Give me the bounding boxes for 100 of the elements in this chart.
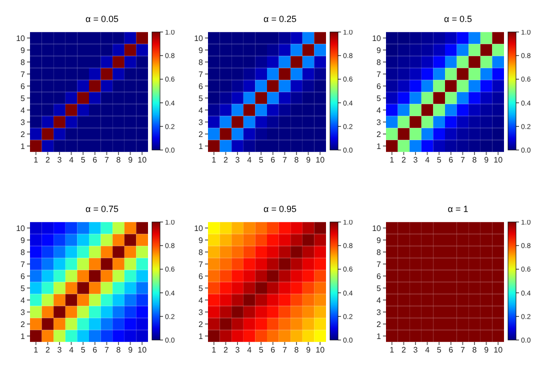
x-tick-label: 9 bbox=[128, 346, 134, 355]
y-tick-label: 10 bbox=[372, 34, 382, 43]
x-tick-label: 4 bbox=[425, 156, 430, 165]
x-tick-label: 6 bbox=[92, 156, 98, 165]
y-tick-label: 1 bbox=[376, 332, 382, 341]
x-tick-label: 1 bbox=[390, 346, 395, 355]
x-tick-label: 6 bbox=[448, 346, 454, 355]
x-tick-label: 9 bbox=[306, 156, 312, 165]
x-tick-label: 8 bbox=[116, 346, 122, 355]
x-tick-label: 6 bbox=[270, 346, 276, 355]
y-tick-label: 4 bbox=[198, 296, 204, 305]
y-tick-label: 1 bbox=[20, 142, 26, 151]
y-tick-label: 9 bbox=[198, 236, 204, 245]
x-tick-label: 1 bbox=[34, 346, 39, 355]
y-tick-label: 3 bbox=[198, 308, 204, 317]
x-tick-label: 10 bbox=[316, 346, 326, 355]
x-tick-label: 7 bbox=[282, 156, 288, 165]
y-tick-label: 4 bbox=[20, 296, 26, 305]
x-tick-label: 1 bbox=[34, 156, 39, 165]
y-tick-label: 10 bbox=[194, 34, 204, 43]
x-tick-label: 5 bbox=[258, 156, 264, 165]
x-tick-label: 5 bbox=[258, 346, 264, 355]
x-tick-label: 8 bbox=[294, 346, 300, 355]
y-tick-label: 10 bbox=[16, 224, 26, 233]
x-tick-label: 9 bbox=[484, 156, 490, 165]
y-tick-label: 2 bbox=[198, 320, 204, 329]
chart-title: α = 0.95 bbox=[262, 203, 298, 216]
x-tick-label: 8 bbox=[116, 156, 122, 165]
x-tick-label: 5 bbox=[436, 156, 442, 165]
x-tick-label: 1 bbox=[212, 346, 217, 355]
x-tick-label: 10 bbox=[316, 156, 326, 165]
y-tick-label: 7 bbox=[376, 70, 382, 79]
x-tick-label: 2 bbox=[223, 346, 228, 355]
y-tick-label: 1 bbox=[198, 332, 204, 341]
chart-title: α = 0.05 bbox=[84, 13, 120, 26]
x-tick-label: 7 bbox=[282, 346, 288, 355]
y-tick-label: 9 bbox=[376, 236, 382, 245]
y-tick-label: 5 bbox=[20, 94, 26, 103]
y-tick-label: 4 bbox=[376, 106, 382, 115]
y-tick-label: 8 bbox=[198, 248, 204, 257]
y-tick-label: 5 bbox=[198, 94, 204, 103]
y-tick-label: 5 bbox=[376, 94, 382, 103]
x-tick-label: 7 bbox=[104, 346, 110, 355]
y-tick-label: 8 bbox=[376, 58, 382, 67]
y-tick-label: 5 bbox=[376, 284, 382, 293]
y-tick-label: 8 bbox=[198, 58, 204, 67]
y-tick-label: 9 bbox=[198, 46, 204, 55]
y-tick-label: 3 bbox=[198, 118, 204, 127]
y-tick-label: 9 bbox=[20, 46, 26, 55]
y-tick-label: 9 bbox=[20, 236, 26, 245]
chart-title: α = 0.75 bbox=[84, 203, 120, 216]
x-tick-label: 7 bbox=[104, 156, 110, 165]
y-tick-label: 7 bbox=[20, 70, 26, 79]
x-tick-label: 2 bbox=[401, 346, 406, 355]
x-tick-label: 3 bbox=[57, 156, 62, 165]
y-tick-label: 7 bbox=[198, 70, 204, 79]
x-tick-label: 7 bbox=[460, 346, 466, 355]
x-tick-label: 2 bbox=[223, 156, 228, 165]
y-tick-label: 8 bbox=[376, 248, 382, 257]
x-tick-label: 4 bbox=[425, 346, 430, 355]
x-tick-label: 5 bbox=[80, 156, 86, 165]
y-tick-label: 8 bbox=[20, 58, 26, 67]
x-tick-label: 9 bbox=[128, 156, 134, 165]
y-tick-label: 4 bbox=[198, 106, 204, 115]
y-tick-label: 8 bbox=[20, 248, 26, 257]
x-tick-label: 6 bbox=[448, 156, 454, 165]
x-tick-label: 2 bbox=[401, 156, 406, 165]
y-tick-label: 2 bbox=[376, 130, 382, 139]
y-tick-label: 7 bbox=[198, 260, 204, 269]
chart-title: α = 0.25 bbox=[262, 13, 298, 26]
x-tick-label: 4 bbox=[69, 156, 74, 165]
x-tick-label: 5 bbox=[80, 346, 86, 355]
x-tick-label: 8 bbox=[472, 346, 478, 355]
y-tick-label: 1 bbox=[20, 332, 26, 341]
x-tick-label: 10 bbox=[138, 156, 148, 165]
y-tick-label: 4 bbox=[20, 106, 26, 115]
y-tick-label: 6 bbox=[20, 82, 26, 91]
y-tick-label: 6 bbox=[198, 82, 204, 91]
x-tick-label: 3 bbox=[413, 346, 418, 355]
x-tick-label: 9 bbox=[306, 346, 312, 355]
y-tick-label: 2 bbox=[198, 130, 204, 139]
x-tick-label: 3 bbox=[413, 156, 418, 165]
y-tick-label: 1 bbox=[376, 142, 382, 151]
x-tick-label: 3 bbox=[235, 156, 240, 165]
y-tick-label: 6 bbox=[198, 272, 204, 281]
x-tick-label: 10 bbox=[138, 346, 148, 355]
x-tick-label: 10 bbox=[494, 156, 504, 165]
y-tick-label: 5 bbox=[198, 284, 204, 293]
y-tick-label: 9 bbox=[376, 46, 382, 55]
x-tick-label: 4 bbox=[247, 346, 252, 355]
x-tick-label: 5 bbox=[436, 346, 442, 355]
x-tick-label: 3 bbox=[235, 346, 240, 355]
y-tick-label: 4 bbox=[376, 296, 382, 305]
y-tick-label: 5 bbox=[20, 284, 26, 293]
y-tick-label: 7 bbox=[20, 260, 26, 269]
y-tick-label: 3 bbox=[376, 118, 382, 127]
y-tick-label: 7 bbox=[376, 260, 382, 269]
x-tick-label: 2 bbox=[45, 346, 50, 355]
x-tick-label: 9 bbox=[484, 346, 490, 355]
x-tick-label: 8 bbox=[294, 156, 300, 165]
